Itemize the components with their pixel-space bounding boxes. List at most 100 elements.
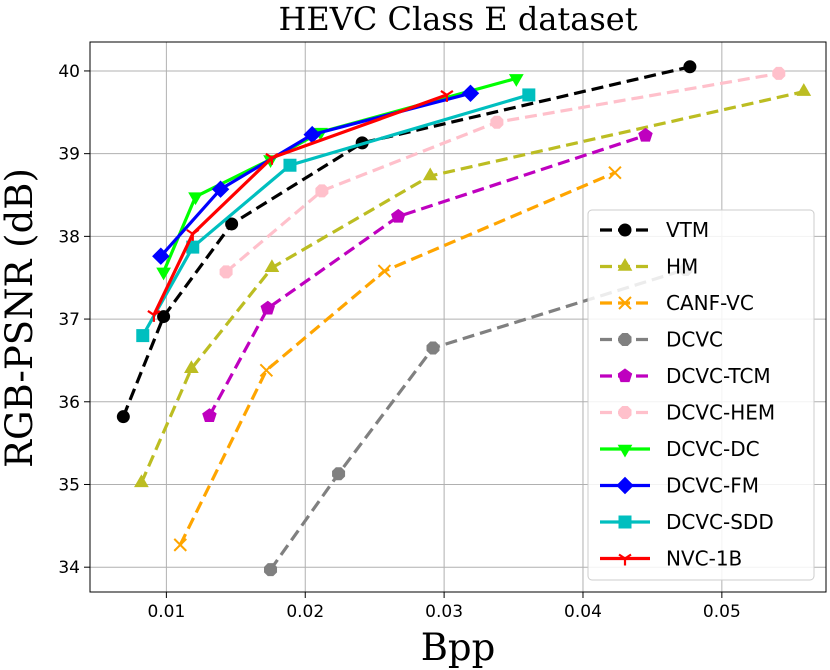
legend-item-dcvc-fm: DCVC-FM <box>600 474 759 498</box>
data-point-dcvc <box>332 467 346 481</box>
x-tick-label: 0.02 <box>286 602 324 622</box>
y-tick-label: 38 <box>58 227 80 247</box>
data-point-dcvc-dc <box>508 74 524 87</box>
legend-label-canf-vc: CANF-VC <box>666 291 754 315</box>
y-tick-label: 37 <box>58 310 80 330</box>
series-line-canf-vc <box>178 171 616 546</box>
data-point-dcvc-hem <box>315 184 329 198</box>
series-line-dcvc-sdd <box>141 93 530 337</box>
data-point-dcvc-fm <box>303 125 321 144</box>
data-point-hm <box>264 259 280 273</box>
legend-label-vtm: VTM <box>666 218 709 242</box>
series-nvc-1b <box>147 90 454 322</box>
x-axis-label: Bpp <box>421 626 496 669</box>
y-tick-label: 39 <box>58 145 80 165</box>
legend-marker-dcvc-sdd <box>618 515 632 529</box>
data-point-dcvc-sdd <box>136 329 150 343</box>
data-point-hm <box>422 167 438 181</box>
legend-marker-dcvc-dc <box>617 444 633 458</box>
data-point-canf-vc <box>608 165 622 180</box>
data-point-dcvc-hem <box>772 66 786 80</box>
legend: VTM HM CANF-VC DCVC DCVC-TCM DCVC-HEM DCVC-DC D… <box>587 209 815 581</box>
axis-ticks: 0.01 0.02 0.03 0.04 0.05 34 35 36 37 38 39 40 <box>58 62 740 622</box>
chart-title: HEVC Class E dataset <box>278 0 637 38</box>
y-tick-label: 36 <box>58 393 80 413</box>
data-point-dcvc-dc <box>156 267 171 281</box>
data-point-nvc-1b <box>440 90 454 102</box>
legend-item-canf-vc: CANF-VC <box>600 291 754 315</box>
data-point-vtm <box>157 310 171 324</box>
legend-marker-canf-vc <box>618 296 632 310</box>
data-point-dcvc-tcm <box>260 300 275 315</box>
legend-marker-nvc-1b <box>618 553 632 566</box>
data-point-vtm <box>225 217 239 231</box>
data-point-dcvc <box>426 341 440 355</box>
data-point-dcvc-hem <box>490 115 504 129</box>
legend-marker-dcvc-hem <box>618 405 632 420</box>
data-point-canf-vc <box>377 264 392 278</box>
legend-marker-dcvc-tcm <box>617 368 633 383</box>
data-point-vtm <box>116 410 130 424</box>
legend-marker-hm <box>617 258 633 271</box>
legend-item-nvc-1b: NVC-1B <box>600 547 742 571</box>
legend-label-dcvc-hem: DCVC-HEM <box>666 401 775 425</box>
data-point-hm <box>184 360 199 373</box>
data-point-dcvc-hem <box>219 265 233 279</box>
data-point-canf-vc <box>259 363 274 378</box>
data-point-nvc-1b <box>265 152 279 165</box>
data-point-dcvc-sdd <box>283 158 297 172</box>
legend-item-dcvc-tcm: DCVC-TCM <box>600 364 771 388</box>
series-dcvc-tcm <box>202 127 653 422</box>
series-dcvc-sdd <box>136 88 536 343</box>
x-tick-label: 0.05 <box>703 602 741 622</box>
legend-label-dcvc-sdd: DCVC-SDD <box>666 510 774 534</box>
legend-item-vtm: VTM <box>600 218 709 242</box>
series-line-dcvc-fm <box>159 91 471 258</box>
legend-item-dcvc-hem: DCVC-HEM <box>600 401 775 425</box>
legend-label-dcvc-tcm: DCVC-TCM <box>666 364 771 388</box>
data-point-dcvc-fm <box>211 180 230 198</box>
series-line-dcvc-tcm <box>208 133 646 417</box>
legend-item-dcvc-sdd: DCVC-SDD <box>600 510 774 534</box>
series-lines <box>116 60 812 577</box>
data-point-vtm <box>683 60 697 74</box>
data-point-hm <box>796 83 812 96</box>
legend-label-dcvc: DCVC <box>666 328 723 352</box>
y-axis-label: RGB-PSNR (dB) <box>0 168 41 468</box>
data-point-dcvc-fm <box>461 84 480 102</box>
x-tick-label: 0.03 <box>425 602 463 622</box>
legend-marker-vtm <box>618 223 632 237</box>
legend-item-dcvc: DCVC <box>600 328 723 352</box>
series-line-dcvc <box>269 267 687 571</box>
series-line-dcvc-hem <box>225 71 780 274</box>
legend-label-dcvc-dc: DCVC-DC <box>666 437 760 461</box>
legend-item-dcvc-dc: DCVC-DC <box>600 437 760 461</box>
x-tick-label: 0.01 <box>147 602 185 622</box>
legend-marker-dcvc <box>618 332 632 347</box>
data-point-dcvc-tcm <box>391 208 406 223</box>
plot-frame <box>89 41 827 593</box>
data-point-canf-vc <box>173 538 187 552</box>
legend-item-hm: HM <box>600 255 698 279</box>
data-point-dcvc-tcm <box>638 127 653 142</box>
legend-label-dcvc-fm: DCVC-FM <box>666 474 759 498</box>
series-dcvc-hem <box>219 66 786 279</box>
legend-label-nvc-1b: NVC-1B <box>666 547 742 571</box>
series-hm <box>134 83 812 488</box>
legend-marker-dcvc-fm <box>616 476 634 495</box>
data-point-dcvc-sdd <box>522 88 536 102</box>
series-canf-vc <box>173 165 622 552</box>
data-point-dcvc-tcm <box>202 408 217 422</box>
y-tick-label: 40 <box>58 62 80 82</box>
data-point-nvc-1b <box>147 310 161 322</box>
data-point-hm <box>134 474 149 488</box>
y-tick-label: 35 <box>58 475 80 495</box>
y-tick-label: 34 <box>58 558 80 578</box>
x-tick-label: 0.04 <box>564 602 602 622</box>
series-line-nvc-1b <box>152 93 448 316</box>
data-point-nvc-1b <box>186 228 200 241</box>
data-point-dcvc-fm <box>152 247 170 265</box>
legend-label-hm: HM <box>666 255 698 279</box>
data-point-dcvc <box>264 563 278 577</box>
